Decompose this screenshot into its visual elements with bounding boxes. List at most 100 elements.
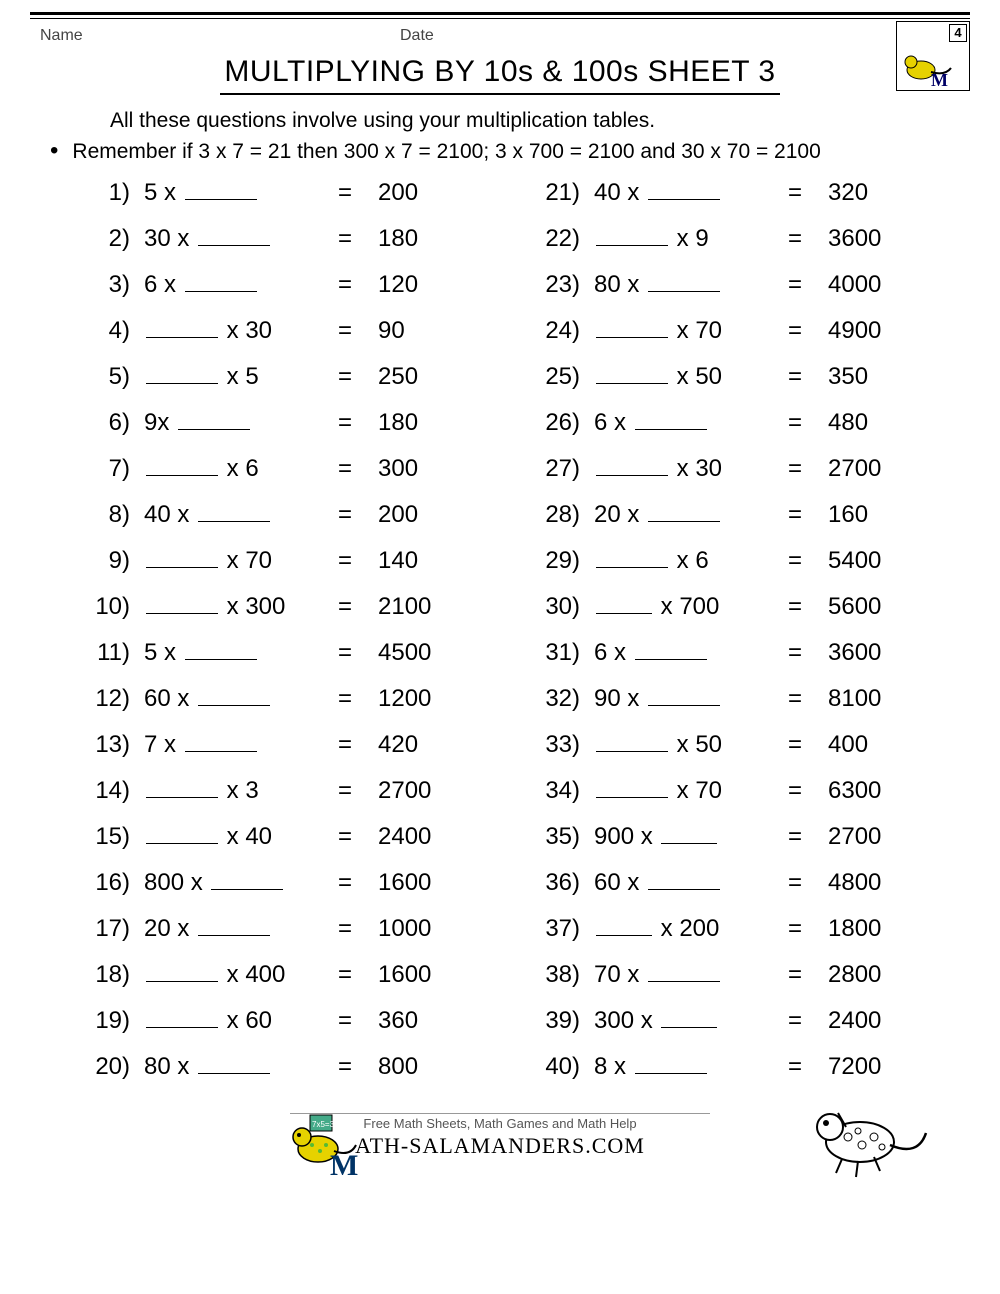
- answer-blank[interactable]: [648, 681, 720, 706]
- equals-sign: =: [788, 271, 828, 299]
- problem-expression: x 6: [588, 543, 788, 575]
- problem-result: 200: [378, 179, 468, 207]
- problem-number: 2): [80, 225, 138, 253]
- problem-row: 17)20 x =1000: [80, 911, 510, 957]
- problem-row: 8)40 x =200: [80, 497, 510, 543]
- problem-result: 350: [828, 363, 918, 391]
- problem-expression: 20 x: [138, 911, 338, 943]
- equals-sign: =: [338, 639, 378, 667]
- answer-blank[interactable]: [146, 773, 218, 798]
- equals-sign: =: [788, 501, 828, 529]
- salamander-right-icon: [800, 1087, 930, 1192]
- equals-sign: =: [788, 777, 828, 805]
- equals-sign: =: [338, 1053, 378, 1081]
- problem-row: 4) x 30=90: [80, 313, 510, 359]
- problem-result: 4900: [828, 317, 918, 345]
- answer-blank[interactable]: [185, 175, 257, 200]
- answer-blank[interactable]: [198, 911, 270, 936]
- answer-blank[interactable]: [596, 773, 668, 798]
- answer-blank[interactable]: [596, 727, 668, 752]
- answer-blank[interactable]: [146, 451, 218, 476]
- problem-number: 34): [530, 777, 588, 805]
- equals-sign: =: [338, 547, 378, 575]
- problem-result: 160: [828, 501, 918, 529]
- answer-blank[interactable]: [198, 681, 270, 706]
- answer-blank[interactable]: [596, 911, 652, 936]
- answer-blank[interactable]: [198, 221, 270, 246]
- problem-result: 200: [378, 501, 468, 529]
- problem-row: 24) x 70=4900: [530, 313, 960, 359]
- answer-blank[interactable]: [146, 819, 218, 844]
- answer-blank[interactable]: [596, 589, 652, 614]
- answer-blank[interactable]: [648, 175, 720, 200]
- answer-blank[interactable]: [648, 865, 720, 890]
- answer-blank[interactable]: [648, 497, 720, 522]
- worksheet-title: MULTIPLYING BY 10s & 100s SHEET 3: [220, 55, 779, 95]
- answer-blank[interactable]: [596, 359, 668, 384]
- problems-col-left: 1)5 x =2002)30 x =1803)6 x =1204) x 30=9…: [80, 175, 510, 1095]
- problem-result: 120: [378, 271, 468, 299]
- answer-blank[interactable]: [596, 451, 668, 476]
- answer-blank[interactable]: [146, 359, 218, 384]
- problem-expression: x 5: [138, 359, 338, 391]
- problem-result: 1200: [378, 685, 468, 713]
- answer-blank[interactable]: [146, 589, 218, 614]
- answer-blank[interactable]: [648, 957, 720, 982]
- answer-blank[interactable]: [211, 865, 283, 890]
- answer-blank[interactable]: [178, 405, 250, 430]
- problem-result: 2400: [378, 823, 468, 851]
- answer-blank[interactable]: [596, 313, 668, 338]
- tip-text: Remember if 3 x 7 = 21 then 300 x 7 = 21…: [30, 137, 970, 165]
- problem-expression: x 70: [588, 773, 788, 805]
- equals-sign: =: [788, 823, 828, 851]
- answer-blank[interactable]: [596, 543, 668, 568]
- tip-content: Remember if 3 x 7 = 21 then 300 x 7 = 21…: [72, 140, 820, 163]
- equals-sign: =: [338, 731, 378, 759]
- equals-sign: =: [338, 363, 378, 391]
- problem-row: 12)60 x =1200: [80, 681, 510, 727]
- answer-blank[interactable]: [146, 313, 218, 338]
- equals-sign: =: [338, 501, 378, 529]
- equals-sign: =: [338, 961, 378, 989]
- problem-result: 2100: [378, 593, 468, 621]
- answer-blank[interactable]: [635, 635, 707, 660]
- problems-grid: 1)5 x =2002)30 x =1803)6 x =1204) x 30=9…: [30, 175, 970, 1095]
- answer-blank[interactable]: [596, 221, 668, 246]
- problem-row: 37) x 200=1800: [530, 911, 960, 957]
- problem-expression: 5 x: [138, 175, 338, 207]
- problem-row: 21)40 x =320: [530, 175, 960, 221]
- problem-result: 6300: [828, 777, 918, 805]
- answer-blank[interactable]: [648, 267, 720, 292]
- problem-result: 250: [378, 363, 468, 391]
- equals-sign: =: [338, 777, 378, 805]
- problem-number: 19): [80, 1007, 138, 1035]
- problem-number: 7): [80, 455, 138, 483]
- problem-row: 35)900 x =2700: [530, 819, 960, 865]
- problem-result: 5400: [828, 547, 918, 575]
- answer-blank[interactable]: [635, 405, 707, 430]
- problem-expression: x 30: [588, 451, 788, 483]
- equals-sign: =: [338, 1007, 378, 1035]
- problem-result: 4000: [828, 271, 918, 299]
- answer-blank[interactable]: [185, 267, 257, 292]
- answer-blank[interactable]: [635, 1049, 707, 1074]
- equals-sign: =: [788, 455, 828, 483]
- answer-blank[interactable]: [185, 727, 257, 752]
- answer-blank[interactable]: [661, 1003, 717, 1028]
- answer-blank[interactable]: [198, 497, 270, 522]
- answer-blank[interactable]: [146, 957, 218, 982]
- answer-blank[interactable]: [198, 1049, 270, 1074]
- problem-result: 7200: [828, 1053, 918, 1081]
- problem-number: 28): [530, 501, 588, 529]
- problem-expression: x 200: [588, 911, 788, 943]
- problem-expression: x 3: [138, 773, 338, 805]
- problem-number: 39): [530, 1007, 588, 1035]
- problem-row: 7) x 6=300: [80, 451, 510, 497]
- answer-blank[interactable]: [661, 819, 717, 844]
- problem-result: 180: [378, 225, 468, 253]
- problem-row: 28)20 x =160: [530, 497, 960, 543]
- problem-number: 9): [80, 547, 138, 575]
- answer-blank[interactable]: [185, 635, 257, 660]
- answer-blank[interactable]: [146, 543, 218, 568]
- answer-blank[interactable]: [146, 1003, 218, 1028]
